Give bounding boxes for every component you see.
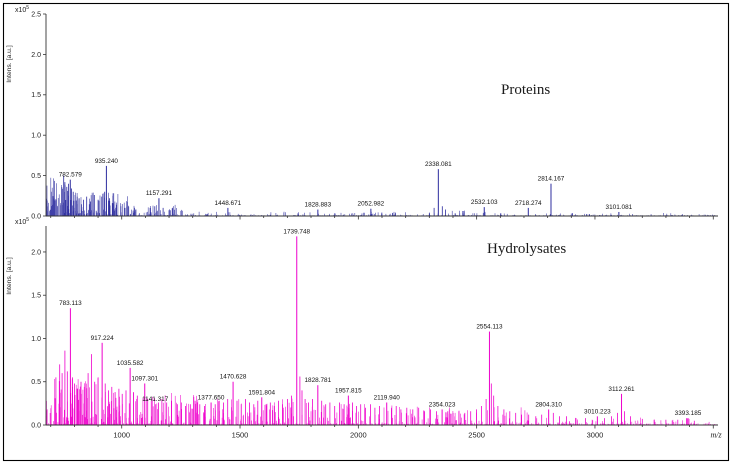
panel-hydrolysates-spectrum: 783.113 917.224 1035.582 1097.301 1141.317 13… (6, 217, 718, 429)
y-axis-title: Intens. [a.u.] (6, 257, 13, 295)
peak-label: 3010.223 (584, 408, 611, 415)
y-tick-label: 2.5 (31, 11, 41, 18)
y-scale-note: x105 (15, 5, 29, 14)
y-axis-title: Intens. [a.u.] (6, 45, 13, 83)
peak-label: 1957.815 (335, 388, 362, 395)
peak-label: 783.113 (59, 300, 82, 307)
y-tick-label: 2.0 (31, 249, 41, 256)
peak-label: 1591.804 (248, 389, 275, 396)
y-tick-label: 0.0 (31, 422, 41, 429)
peak-label: 1828.883 (305, 202, 332, 209)
peak-label: 2804.310 (535, 401, 562, 408)
peak-label: 2532.103 (471, 199, 498, 206)
peak-label: 3112.261 (608, 386, 635, 393)
panel-title-proteins: Proteins (501, 82, 551, 98)
x-axis-unit: m/z (710, 431, 722, 440)
x-tick-label: 2500 (468, 431, 485, 440)
peak-label: 1828.781 (304, 377, 331, 384)
peak-label: 1739.748 (283, 228, 310, 235)
y-tick-label: 0.5 (31, 173, 41, 180)
peak-label: 917.224 (91, 335, 115, 342)
minor-peaks (55, 350, 695, 425)
y-tick-label: 2.0 (31, 52, 41, 59)
peak-label: 782.579 (59, 172, 83, 179)
minor-peaks (63, 175, 446, 216)
peak-label: 1377.650 (198, 395, 225, 402)
x-tick-label: 1500 (232, 431, 249, 440)
y-tick-label: 1.5 (31, 92, 41, 99)
x-tick-label: 2000 (350, 431, 367, 440)
peak-label: 2354.023 (429, 401, 456, 408)
peak-label: 2338.081 (425, 161, 452, 168)
y-tick-label: 0.5 (31, 379, 41, 386)
panel-proteins-spectrum: 782.579 935.240 1157.291 1448.671 1828.883 20… (6, 5, 718, 220)
peak-label: 2119.940 (374, 395, 401, 402)
y-scale-note: x105 (15, 217, 29, 226)
x-tick-label: 1000 (113, 431, 130, 440)
peak-label: 1097.301 (131, 375, 158, 382)
y-tick-label: 0.0 (31, 213, 41, 220)
peak-label: 1141.317 (142, 396, 169, 403)
peak-label: 935.240 (95, 158, 119, 165)
peak-label: 2554.113 (476, 324, 503, 331)
peak-label: 2814.167 (538, 176, 565, 183)
y-tick-label: 1.0 (31, 336, 41, 343)
peak-label: 1470.628 (220, 374, 247, 381)
x-tick-label: 3000 (587, 431, 604, 440)
peak-label: 1157.291 (146, 190, 173, 197)
peak-label: 3393.185 (675, 410, 702, 417)
peak-label: 2718.274 (515, 200, 542, 207)
peak-label: 1448.671 (215, 200, 242, 207)
y-tick-label: 1.5 (31, 293, 41, 300)
panel-title-hydrolysates: Hydrolysates (487, 241, 567, 257)
peak-label: 2052.982 (358, 201, 385, 208)
y-tick-label: 1.0 (31, 133, 41, 140)
peak-label: 1035.582 (117, 360, 144, 367)
peak-label: 3101.081 (606, 204, 633, 211)
